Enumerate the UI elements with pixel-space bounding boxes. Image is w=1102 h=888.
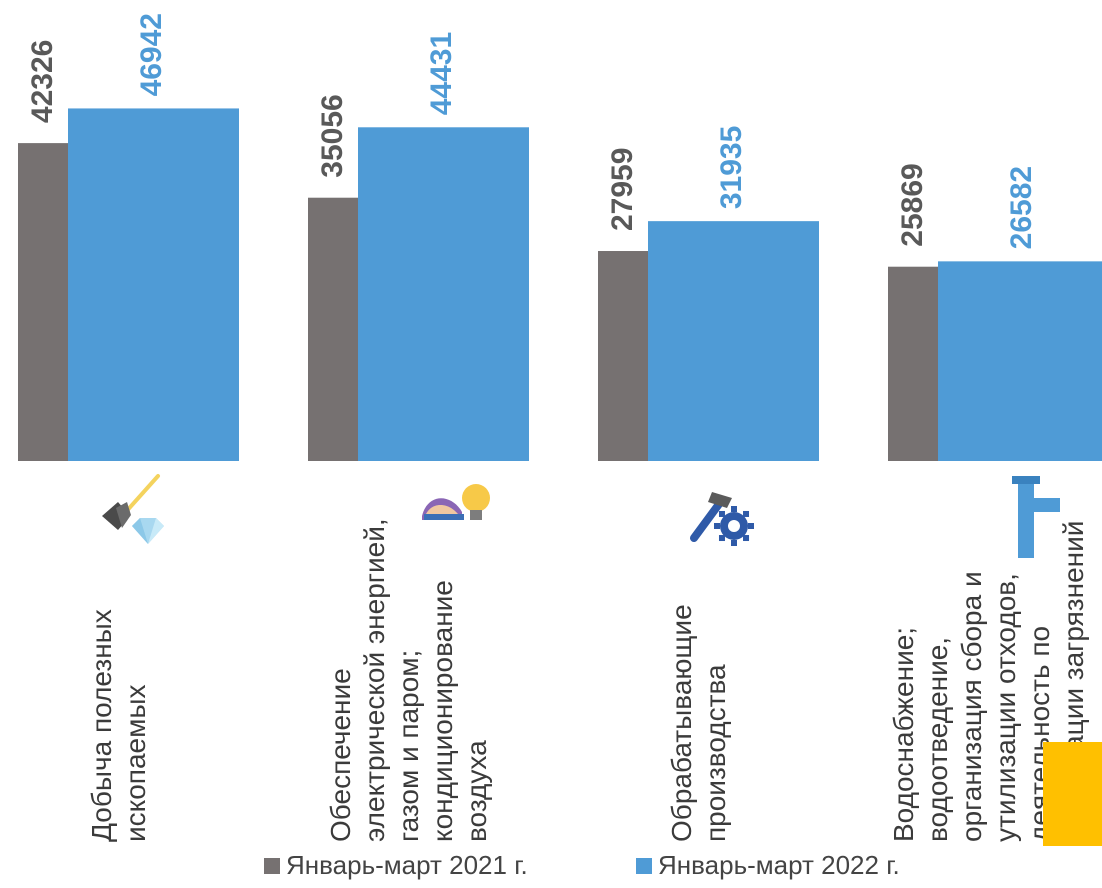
bar-2021-2 — [598, 251, 648, 461]
value-label-2022-2: 31935 — [715, 126, 748, 209]
value-label-2022-0: 46942 — [135, 13, 168, 96]
water-pipe-icon — [1012, 476, 1060, 558]
power-plant-bulb-icon — [422, 484, 490, 520]
value-label-2022-1: 44431 — [425, 32, 458, 115]
value-label-2021-2: 27959 — [606, 148, 639, 231]
value-label-2021-1: 35056 — [316, 94, 349, 177]
category-label-1: Обеспечение электрической энергией, газом … — [325, 518, 492, 842]
bar-2021-3 — [888, 267, 938, 461]
legend-label-2022: Январь-март 2022 г. — [658, 850, 900, 881]
legend-swatch-2022 — [636, 858, 652, 874]
bar-2021-0 — [18, 143, 68, 461]
bar-2021-1 — [308, 198, 358, 461]
value-label-2022-3: 26582 — [1005, 166, 1038, 249]
bar-2022-3 — [938, 261, 1102, 461]
legend-swatch-2021 — [264, 858, 280, 874]
shovel-diamond-icon — [102, 476, 164, 544]
value-label-2021-0: 42326 — [26, 40, 59, 123]
hammer-gear-icon — [694, 492, 754, 546]
legend-item-2021: Январь-март 2021 г. — [264, 850, 528, 881]
legend-label-2021: Январь-март 2021 г. — [286, 850, 528, 881]
yellow-highlight-block — [1043, 742, 1102, 846]
legend: Январь-март 2021 г. Январь-март 2022 г. — [0, 846, 1102, 888]
bar-2022-2 — [648, 221, 819, 461]
value-label-2021-3: 25869 — [896, 163, 929, 246]
legend-item-2022: Январь-март 2022 г. — [636, 850, 900, 881]
category-label-2: Обрабатывающие производства — [666, 604, 731, 842]
category-label-0: Добыча полезных ископаемых — [86, 609, 151, 842]
bar-2022-0 — [68, 108, 239, 461]
bar-2022-1 — [358, 127, 529, 461]
